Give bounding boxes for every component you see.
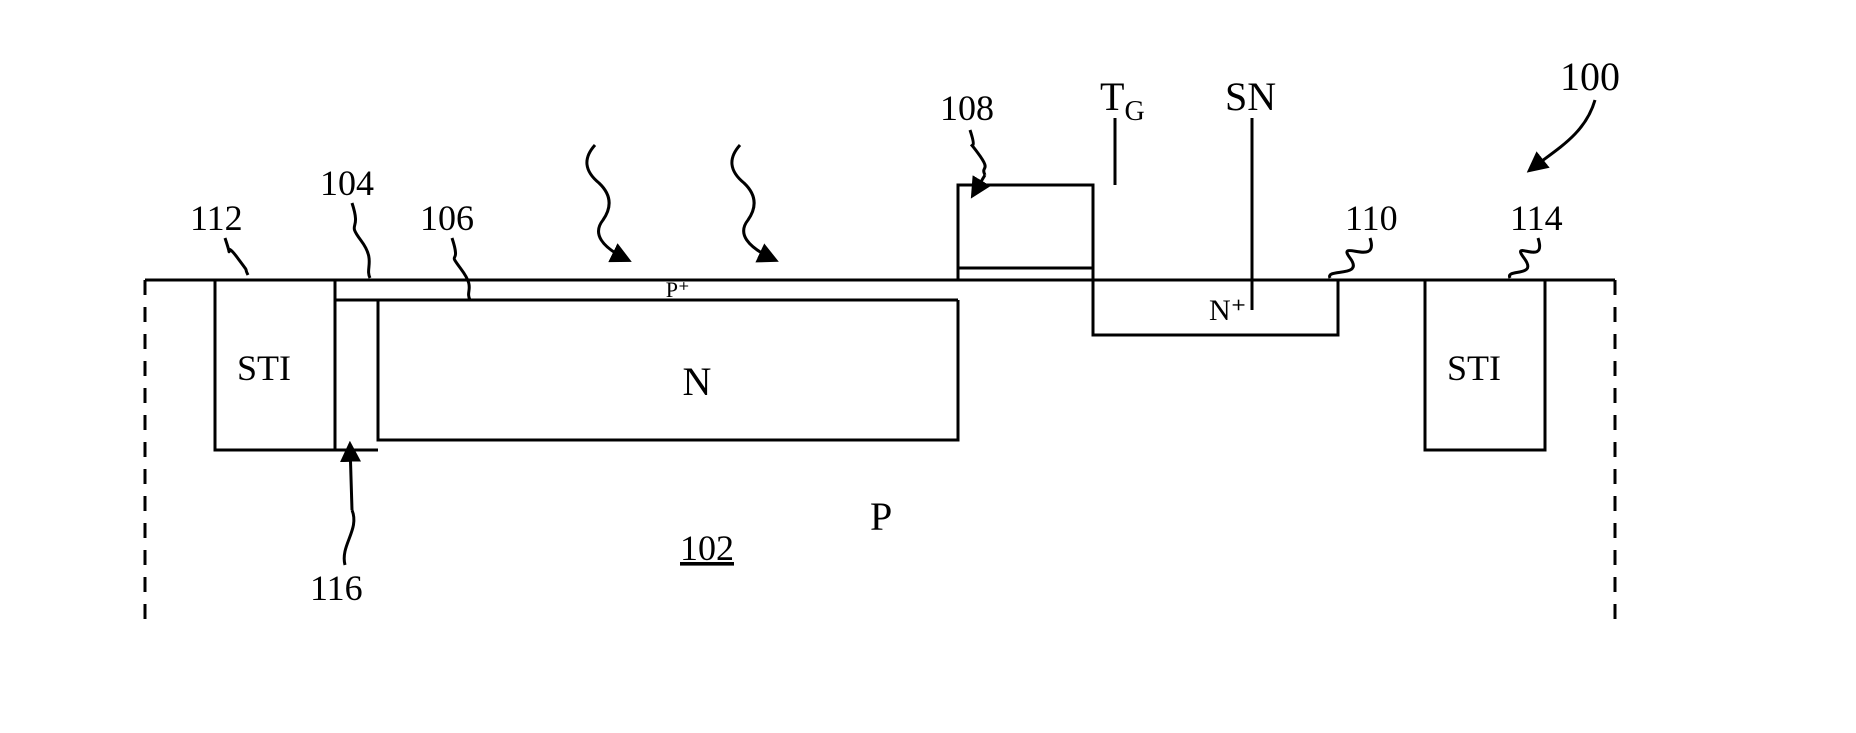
- ref-100-arrow: [1530, 100, 1595, 170]
- ref-116: 116: [310, 568, 363, 608]
- ref-116-arrow: [350, 445, 352, 510]
- sn-label: SN: [1225, 74, 1276, 119]
- sti-left-label: STI: [237, 348, 291, 388]
- ref-112: 112: [190, 198, 243, 238]
- ref-100: 100: [1560, 54, 1620, 99]
- p-plus-sidewall: [335, 280, 378, 450]
- photon-arrow-1: [732, 145, 775, 260]
- ref-102: 102: [680, 528, 734, 568]
- p-plus-label: P⁺: [666, 277, 690, 302]
- ref-108: 108: [940, 88, 994, 128]
- gate-oxide: [958, 268, 1093, 280]
- n-region-label: N: [683, 359, 712, 404]
- n-plus-label: N⁺: [1209, 294, 1247, 327]
- p-substrate-label: P: [870, 494, 892, 539]
- tg-label: TG: [1100, 74, 1145, 127]
- ref-116-squiggle: [344, 510, 354, 565]
- ref-114: 114: [1510, 198, 1563, 238]
- semiconductor-cross-section: STI STI P⁺ N N⁺ P 102 TG SN 100 108 112 104 106 110 114…: [0, 0, 1856, 733]
- ref-104: 104: [320, 163, 374, 203]
- transfer-gate: [958, 185, 1093, 280]
- ref-110: 110: [1345, 198, 1398, 238]
- n-region: [378, 300, 958, 440]
- ref-106: 106: [420, 198, 474, 238]
- sti-right-label: STI: [1447, 348, 1501, 388]
- photon-arrow-0: [587, 145, 628, 260]
